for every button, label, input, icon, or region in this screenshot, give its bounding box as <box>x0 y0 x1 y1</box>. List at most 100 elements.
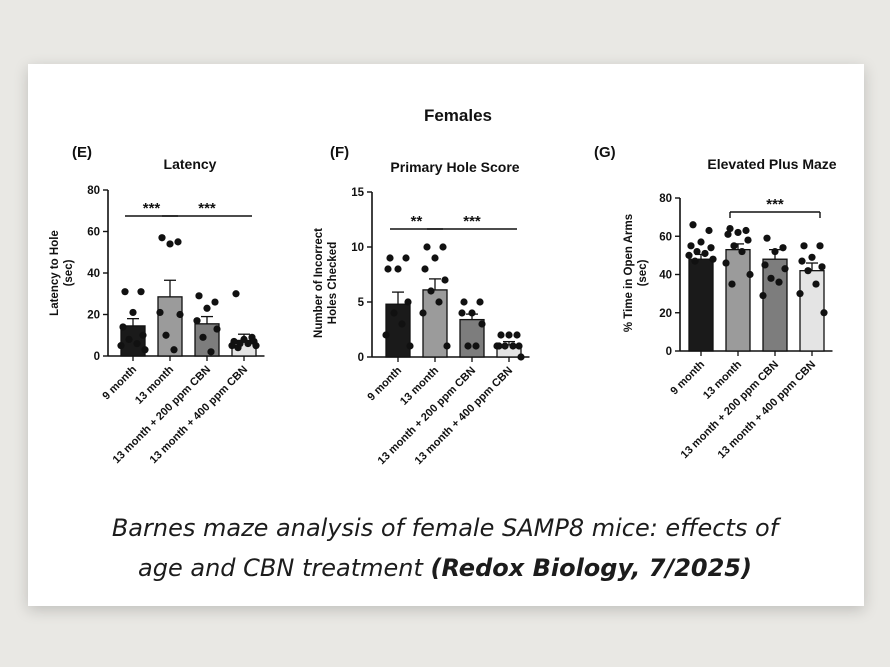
chart2-data-point <box>505 331 513 339</box>
chart3-panel-label: (G) <box>594 144 616 161</box>
caption-citation: (Redox Biology, 7/2025) <box>430 554 752 582</box>
chart2-data-point <box>427 287 435 295</box>
chart3-data-point <box>812 280 820 288</box>
chart1-data-point <box>141 346 149 354</box>
chart2-data-point <box>421 265 429 273</box>
caption-line-1: Barnes maze analysis of female SAMP8 mic… <box>111 514 779 542</box>
chart3-data-point <box>767 274 775 282</box>
chart3-data-point <box>798 257 806 265</box>
chart2-data-point <box>460 298 468 306</box>
chart2-data-point <box>431 254 439 262</box>
chart3-data-point <box>775 278 783 286</box>
chart2-data-point <box>493 342 501 350</box>
chart3-data-point <box>726 225 734 233</box>
chart3-data-point <box>730 242 738 250</box>
chart3-data-point <box>781 265 789 273</box>
chart3-data-point <box>744 236 752 244</box>
chart1-data-point <box>234 344 242 352</box>
chart2-significance-label: *** <box>463 213 481 230</box>
chart2-data-point <box>458 309 466 317</box>
figure-title: Females <box>424 106 492 125</box>
chart1-data-point <box>252 342 260 350</box>
chart1-data-point <box>193 317 201 325</box>
chart1-data-point <box>156 308 164 317</box>
chart2-data-point <box>398 320 406 328</box>
chart2-data-point <box>497 331 505 339</box>
chart1-data-point <box>174 238 182 246</box>
chart1-data-point <box>195 292 203 300</box>
chart1-bar <box>120 325 146 357</box>
chart3-data-point <box>742 226 750 235</box>
chart3-ylabel: % Time in Open Arms (sec) <box>623 214 649 332</box>
chart3-data-point <box>689 221 697 229</box>
chart2-y-tick-label: 5 <box>358 297 365 309</box>
chart3-data-point <box>722 259 730 267</box>
chart2-data-point <box>476 298 484 306</box>
chart3-data-point <box>693 247 701 256</box>
chart3-y-tick-label: 0 <box>666 346 672 358</box>
chart1-data-point <box>170 346 178 354</box>
chart1-ylabel-line: (sec) <box>63 259 75 286</box>
chart3-data-point <box>759 291 767 300</box>
chart2-data-point <box>384 265 392 273</box>
chart2-y-tick-label: 10 <box>351 242 364 254</box>
chart2-y-tick-label: 15 <box>351 187 364 199</box>
chart1-y-tick-label: 80 <box>87 185 100 197</box>
chart3-data-point <box>697 238 705 246</box>
chart1-title: Latency <box>164 156 217 172</box>
chart2-y-tick-label: 0 <box>358 352 364 364</box>
chart2-data-point <box>390 309 398 317</box>
chart3-data-point <box>724 230 732 238</box>
chart1-data-point <box>176 310 184 319</box>
chart1-significance-label: *** <box>198 200 216 217</box>
chart2-bar <box>385 303 411 358</box>
chart3-data-point <box>818 263 826 271</box>
chart2-data-point <box>513 331 521 339</box>
chart3-data-point <box>796 290 804 298</box>
chart2-data-point <box>404 298 412 306</box>
chart1-y-tick-label: 40 <box>87 268 100 280</box>
chart1-data-point <box>232 290 240 298</box>
chart3-data-point <box>779 244 787 252</box>
chart2-data-point <box>443 342 451 350</box>
chart3-ylabel-line: % Time in Open Arms <box>623 214 635 332</box>
chart1-data-point <box>207 348 215 356</box>
chart3-data-point <box>705 226 713 235</box>
chart3-data-point <box>746 270 754 279</box>
chart2-data-point <box>439 243 447 251</box>
chart1-data-point <box>129 308 137 317</box>
chart2-title: Primary Hole Score <box>390 159 519 175</box>
chart1-significance-label: *** <box>143 200 161 217</box>
chart3-y-tick-label: 20 <box>659 308 672 320</box>
chart3-bar <box>799 270 825 352</box>
chart1-data-point <box>121 288 129 296</box>
chart1-data-point <box>137 288 145 296</box>
chart1-data-point <box>125 335 133 343</box>
chart1-data-point <box>244 339 252 348</box>
chart1-bar <box>157 296 183 357</box>
chart3-data-point <box>804 267 812 275</box>
chart2-ylabel-line: Holes Checked <box>327 242 339 324</box>
chart1-data-point <box>162 331 170 339</box>
chart2-data-point <box>435 298 443 306</box>
chart1-ylabel: Latency to Hole (sec) <box>49 230 75 316</box>
chart3-bar <box>762 258 788 352</box>
chart3-data-point <box>816 242 824 250</box>
chart3-data-point <box>685 251 693 259</box>
chart1-data-point <box>117 342 125 350</box>
chart2-data-point <box>419 309 427 317</box>
chart3-data-point <box>687 242 695 250</box>
chart3-data-point <box>738 247 746 256</box>
chart1-data-point <box>213 325 221 333</box>
chart3-data-point <box>691 257 699 265</box>
chart3-data-point <box>820 309 828 317</box>
chart1-data-point <box>133 339 141 348</box>
chart2-data-point <box>402 254 410 262</box>
chart1-y-tick-label: 60 <box>87 227 100 239</box>
chart2-data-point <box>515 342 523 350</box>
chart2-data-point <box>382 331 390 339</box>
chart2-data-point <box>394 265 402 273</box>
chart3-significance-label: *** <box>766 196 784 213</box>
chart1-ylabel-line: Latency to Hole <box>49 230 61 316</box>
chart2-data-point <box>464 342 472 350</box>
